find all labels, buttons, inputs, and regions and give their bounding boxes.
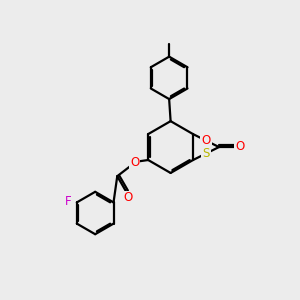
Text: O: O <box>201 134 211 147</box>
Text: O: O <box>123 191 132 205</box>
Text: O: O <box>235 140 244 153</box>
Text: S: S <box>202 147 210 160</box>
Text: F: F <box>65 195 72 208</box>
Text: O: O <box>130 157 140 169</box>
